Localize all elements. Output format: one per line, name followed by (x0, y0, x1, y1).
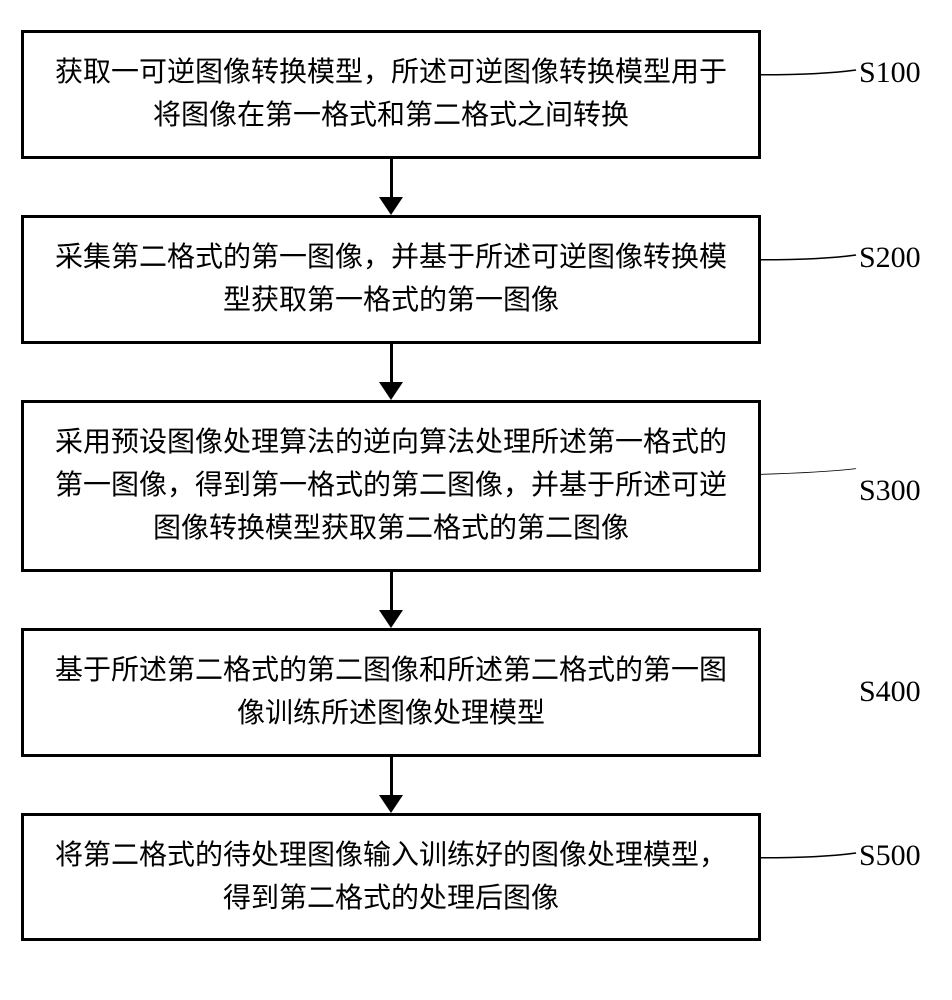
step-text: 采用预设图像处理算法的逆向算法处理所述第一格式的第一图像，得到第一格式的第二图像… (48, 421, 734, 551)
arrow-row (21, 159, 931, 215)
arrow-row (21, 344, 931, 400)
step-text: 基于所述第二格式的第二图像和所述第二格式的第一图像训练所述图像处理模型 (48, 649, 734, 736)
label-connector: S500 (761, 847, 931, 907)
step-box-s400: 基于所述第二格式的第二图像和所述第二格式的第一图像训练所述图像处理模型 (21, 628, 761, 757)
step-box-s200: 采集第二格式的第一图像，并基于所述可逆图像转换模型获取第一格式的第一图像 (21, 215, 761, 344)
step-text: 采集第二格式的第一图像，并基于所述可逆图像转换模型获取第一格式的第一图像 (48, 236, 734, 323)
arrow-icon (21, 344, 761, 400)
step-box-s500: 将第二格式的待处理图像输入训练好的图像处理模型，得到第二格式的处理后图像 (21, 813, 761, 942)
flow-row: 获取一可逆图像转换模型，所述可逆图像转换模型用于将图像在第一格式和第二格式之间转… (21, 30, 931, 159)
flow-row: 采用预设图像处理算法的逆向算法处理所述第一格式的第一图像，得到第一格式的第二图像… (21, 400, 931, 572)
step-label: S200 (859, 241, 921, 275)
flow-row: 基于所述第二格式的第二图像和所述第二格式的第一图像训练所述图像处理模型 S400 (21, 628, 931, 757)
step-label: S300 (859, 474, 921, 508)
step-label: S400 (859, 675, 921, 709)
arrow-row (21, 757, 931, 813)
label-connector: S100 (761, 64, 931, 124)
label-connector: S200 (761, 249, 931, 309)
label-connector: S300 (761, 456, 931, 516)
arrow-row (21, 572, 931, 628)
label-connector: S400 (761, 662, 931, 722)
flow-row: 将第二格式的待处理图像输入训练好的图像处理模型，得到第二格式的处理后图像 S50… (21, 813, 931, 942)
step-box-s100: 获取一可逆图像转换模型，所述可逆图像转换模型用于将图像在第一格式和第二格式之间转… (21, 30, 761, 159)
arrow-icon (21, 159, 761, 215)
flowchart: 获取一可逆图像转换模型，所述可逆图像转换模型用于将图像在第一格式和第二格式之间转… (21, 30, 931, 941)
flow-row: 采集第二格式的第一图像，并基于所述可逆图像转换模型获取第一格式的第一图像 S20… (21, 215, 931, 344)
arrow-icon (21, 757, 761, 813)
step-text: 获取一可逆图像转换模型，所述可逆图像转换模型用于将图像在第一格式和第二格式之间转… (48, 51, 734, 138)
step-label: S500 (859, 839, 921, 873)
step-box-s300: 采用预设图像处理算法的逆向算法处理所述第一格式的第一图像，得到第一格式的第二图像… (21, 400, 761, 572)
step-label: S100 (859, 56, 921, 90)
arrow-icon (21, 572, 761, 628)
step-text: 将第二格式的待处理图像输入训练好的图像处理模型，得到第二格式的处理后图像 (48, 834, 734, 921)
